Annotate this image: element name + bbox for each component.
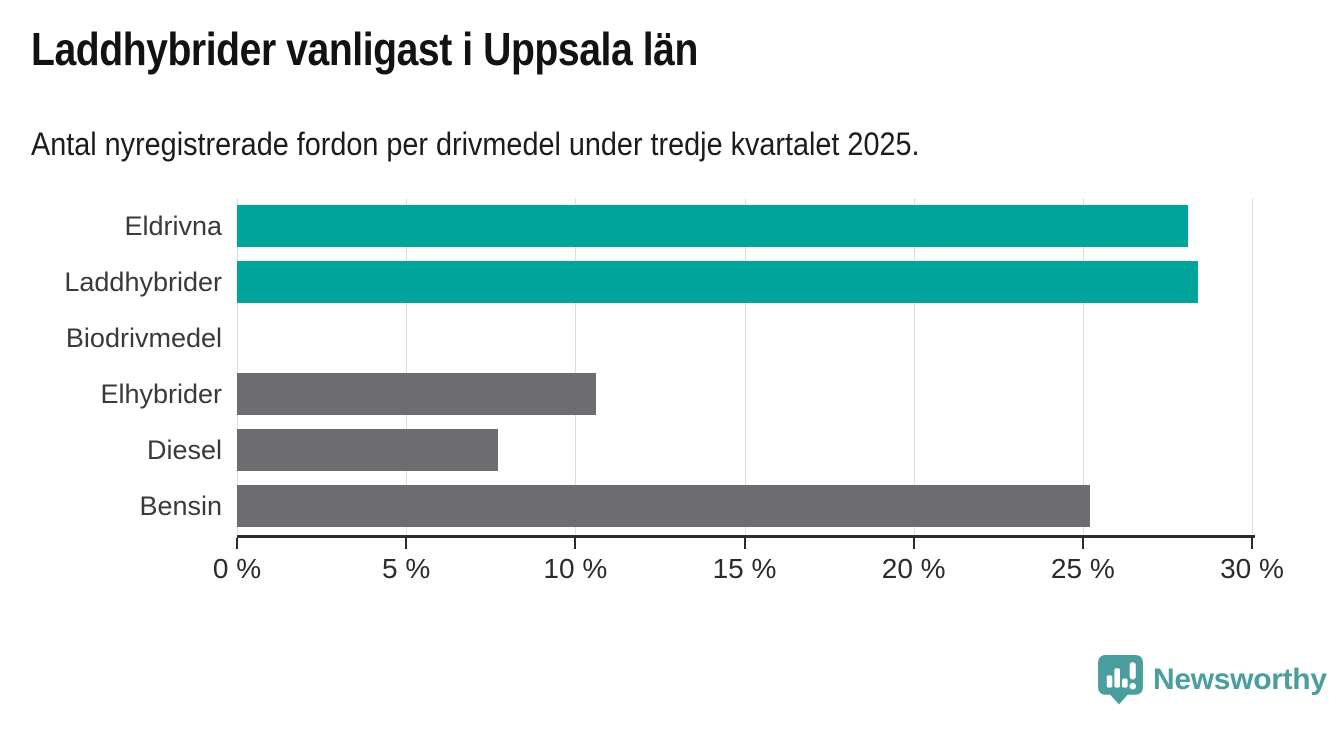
y-axis-label: Biodrivmedel	[65, 322, 222, 353]
gridline	[237, 198, 238, 534]
bar-bensin	[237, 485, 1090, 527]
y-axis-label: Eldrivna	[124, 210, 222, 241]
newsworthy-logo-icon	[1098, 655, 1143, 705]
x-tick-label: 15 %	[712, 553, 777, 584]
newsworthy-brand: Newsworthy	[1097, 654, 1327, 705]
bar-row	[237, 422, 1252, 478]
x-tick-label: 30 %	[1220, 553, 1284, 584]
y-axis-label: Laddhybrider	[64, 266, 222, 297]
brand-name: Newsworthy	[1153, 662, 1327, 696]
x-axis-ticks	[236, 538, 1253, 550]
gridline	[406, 198, 408, 534]
y-axis-label: Elhybrider	[100, 378, 222, 409]
x-tick-mark	[912, 538, 915, 549]
bar-row	[237, 310, 1252, 366]
bar-diesel	[237, 429, 498, 471]
bar-row	[237, 478, 1252, 534]
gridline	[744, 198, 746, 534]
y-axis-label: Diesel	[146, 434, 222, 465]
gridline	[1082, 198, 1084, 534]
x-tick-label: 10 %	[543, 553, 608, 584]
x-tick-mark	[236, 538, 238, 549]
x-tick-label: 20 %	[881, 553, 946, 584]
bar-elhybrider	[237, 373, 596, 415]
x-tick-label: 0 %	[212, 553, 262, 584]
gridline	[1252, 198, 1253, 534]
bar-row	[237, 198, 1252, 254]
x-tick-label: 25 %	[1050, 553, 1115, 584]
x-axis-tick-labels: 0 % 5 % 10 % 15 % 20 % 25 % 30 %	[213, 553, 1284, 587]
chart-title: Laddhybrider vanligast i Uppsala län	[31, 23, 698, 75]
bar-series	[237, 198, 1252, 534]
x-tick-mark	[1081, 538, 1084, 549]
bar-eldrivna	[237, 205, 1188, 247]
bar-row	[237, 366, 1252, 422]
y-axis-label: Bensin	[139, 490, 222, 521]
gridline	[575, 198, 577, 534]
y-axis-labels: Eldrivna Laddhybrider Biodrivmedel Elhybrid…	[0, 198, 222, 534]
x-tick-mark	[405, 538, 408, 549]
x-tick-mark	[1251, 538, 1253, 549]
x-tick-label: 5 %	[382, 553, 431, 584]
chart-subtitle: Antal nyregistrerade fordon per drivmede…	[31, 126, 920, 162]
bar-row	[237, 254, 1252, 310]
x-axis-line	[237, 535, 1255, 538]
bar-laddhybrider	[237, 261, 1198, 303]
gridline	[913, 198, 915, 534]
x-tick-mark	[574, 538, 577, 549]
x-tick-mark	[743, 538, 746, 549]
plot-area	[237, 198, 1253, 534]
